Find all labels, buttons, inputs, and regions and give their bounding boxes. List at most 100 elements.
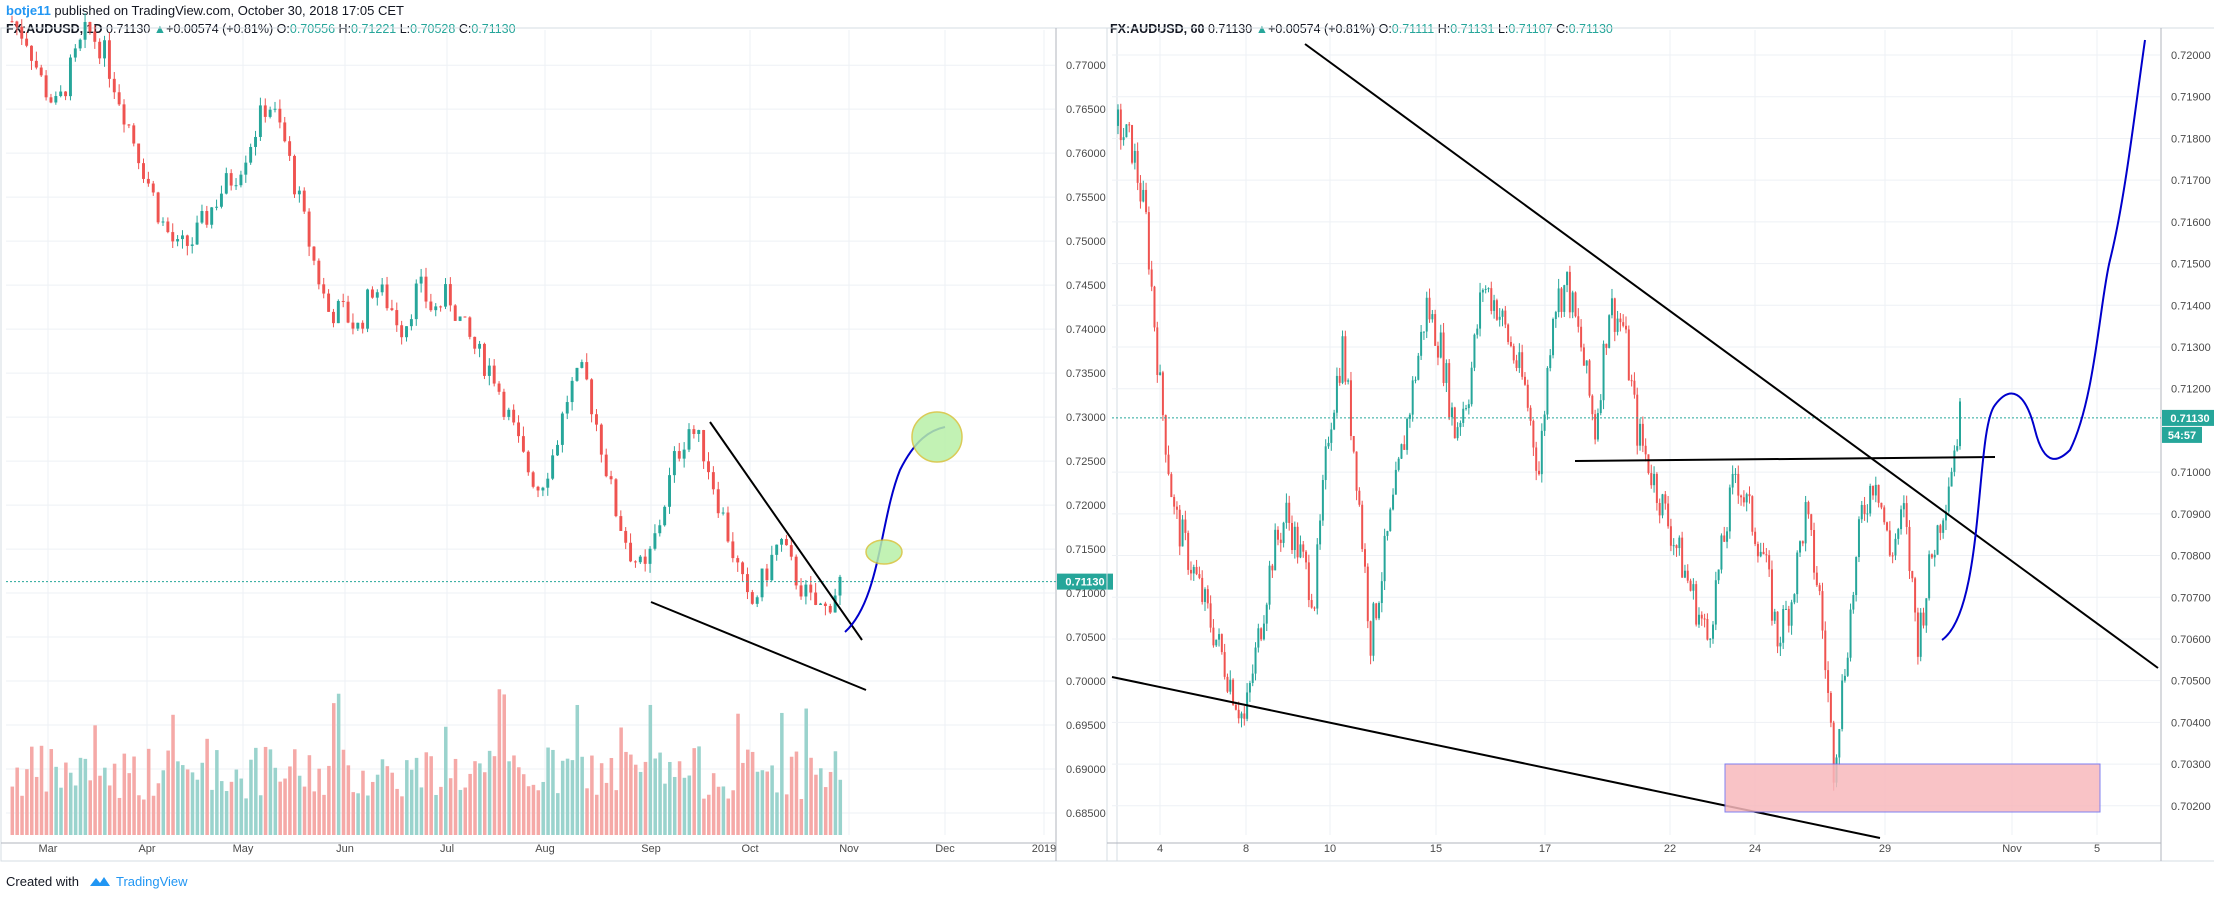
candle-body bbox=[258, 105, 262, 137]
left-o-label: O: bbox=[276, 22, 290, 36]
candle-body bbox=[1248, 682, 1251, 693]
candle-body bbox=[590, 379, 594, 415]
y-tick-label: 0.70300 bbox=[2171, 759, 2211, 771]
candle-body bbox=[1523, 376, 1526, 385]
last-price-label: 0.71130 bbox=[2170, 413, 2209, 425]
x-tick-label: Nov bbox=[2002, 843, 2022, 855]
candle-body bbox=[1170, 474, 1173, 498]
candle-body bbox=[1641, 423, 1644, 446]
volume-bar bbox=[25, 769, 29, 835]
volume-bar bbox=[687, 775, 692, 835]
volume-bar bbox=[20, 795, 24, 835]
candle-body bbox=[492, 365, 496, 384]
y-tick-label: 0.69500 bbox=[1066, 720, 1106, 732]
candle-body bbox=[809, 584, 813, 593]
candle-body bbox=[478, 343, 482, 349]
candle-body bbox=[263, 105, 267, 117]
candle-body bbox=[112, 78, 116, 93]
published-text: published on TradingView.com, October 30… bbox=[54, 3, 404, 18]
candle-body bbox=[1459, 422, 1462, 428]
footer: Created with TradingView bbox=[6, 874, 188, 889]
x-tick-label: 5 bbox=[2094, 843, 2100, 855]
candle-body bbox=[1591, 395, 1594, 415]
candle-body bbox=[229, 173, 233, 186]
y-tick-label: 0.71500 bbox=[1066, 544, 1106, 556]
tradingview-link[interactable]: TradingView bbox=[116, 874, 188, 889]
candle-body bbox=[721, 512, 725, 514]
candle-body bbox=[1905, 503, 1908, 527]
y-tick-label: 0.76500 bbox=[1066, 104, 1106, 116]
candle-body bbox=[1521, 352, 1524, 377]
volume-bar bbox=[672, 776, 677, 835]
candle-body bbox=[1871, 485, 1874, 496]
candle-body bbox=[1175, 506, 1178, 510]
candle-body bbox=[39, 67, 43, 76]
candle-body bbox=[711, 472, 715, 490]
x-tick-label: Apr bbox=[138, 843, 155, 855]
candle-body bbox=[585, 362, 589, 380]
candle-body bbox=[1218, 634, 1221, 640]
candle-body bbox=[1692, 584, 1695, 591]
candle-body bbox=[1759, 551, 1762, 557]
candle-body bbox=[268, 109, 272, 117]
last-price-label: 0.71130 bbox=[1065, 577, 1104, 589]
candle-body bbox=[517, 422, 521, 437]
volume-bar bbox=[44, 791, 49, 835]
volume-bar bbox=[692, 748, 696, 835]
lower-trendline bbox=[1111, 676, 1881, 839]
candle-body bbox=[210, 207, 214, 225]
candle-body bbox=[1697, 614, 1700, 625]
candle-body bbox=[1375, 603, 1378, 619]
volume-bar bbox=[215, 750, 219, 835]
volume-bar bbox=[590, 755, 594, 835]
y-tick-label: 0.70400 bbox=[2171, 717, 2211, 729]
candle-body bbox=[1442, 332, 1445, 383]
volume-bar bbox=[161, 770, 166, 835]
candle-body bbox=[356, 322, 360, 329]
candle-body bbox=[1832, 722, 1835, 783]
right-o: 0.71111 bbox=[1391, 22, 1435, 36]
left-last: 0.71130 bbox=[106, 22, 151, 36]
candle-body bbox=[653, 533, 657, 549]
candle-body bbox=[1919, 612, 1922, 657]
candle-body bbox=[1181, 519, 1184, 547]
volume-bar bbox=[809, 757, 813, 835]
volume-bar bbox=[707, 794, 711, 835]
candle-body bbox=[1880, 502, 1883, 508]
candle-body bbox=[1734, 473, 1737, 475]
candle-body bbox=[1613, 298, 1616, 332]
candle-body bbox=[1599, 400, 1602, 414]
candle-body bbox=[444, 284, 447, 307]
y-tick-label: 0.73500 bbox=[1066, 368, 1106, 380]
volume-bar bbox=[34, 776, 39, 835]
candle-body bbox=[331, 311, 335, 324]
author-link[interactable]: botje11 bbox=[6, 3, 51, 18]
volume-bar bbox=[799, 798, 804, 835]
volume-bar bbox=[307, 755, 312, 835]
candle-body bbox=[692, 429, 696, 434]
candle-body bbox=[1683, 570, 1686, 578]
candle-body bbox=[1543, 414, 1546, 431]
candle-body bbox=[1349, 380, 1352, 437]
volume-bar bbox=[88, 780, 92, 835]
x-tick-label: 15 bbox=[1430, 843, 1442, 855]
candle-body bbox=[1403, 444, 1406, 450]
y-tick-label: 0.70000 bbox=[1066, 676, 1106, 688]
volume-bar bbox=[599, 763, 604, 835]
candle-body bbox=[1394, 469, 1397, 495]
volume-bar bbox=[814, 774, 818, 835]
volume-bar bbox=[293, 749, 297, 835]
candle-body bbox=[1661, 494, 1664, 516]
volume-bar bbox=[390, 772, 394, 835]
wedge-lower-trendline bbox=[650, 601, 867, 691]
volume-bar bbox=[341, 749, 346, 835]
candle-body bbox=[1125, 124, 1128, 138]
candle-body bbox=[750, 592, 754, 604]
candle-body bbox=[1944, 511, 1947, 521]
candle-body bbox=[663, 506, 667, 526]
candle-body bbox=[224, 173, 228, 194]
volume-bar bbox=[682, 777, 687, 835]
candle-body bbox=[370, 289, 374, 298]
candle-body bbox=[317, 260, 321, 285]
